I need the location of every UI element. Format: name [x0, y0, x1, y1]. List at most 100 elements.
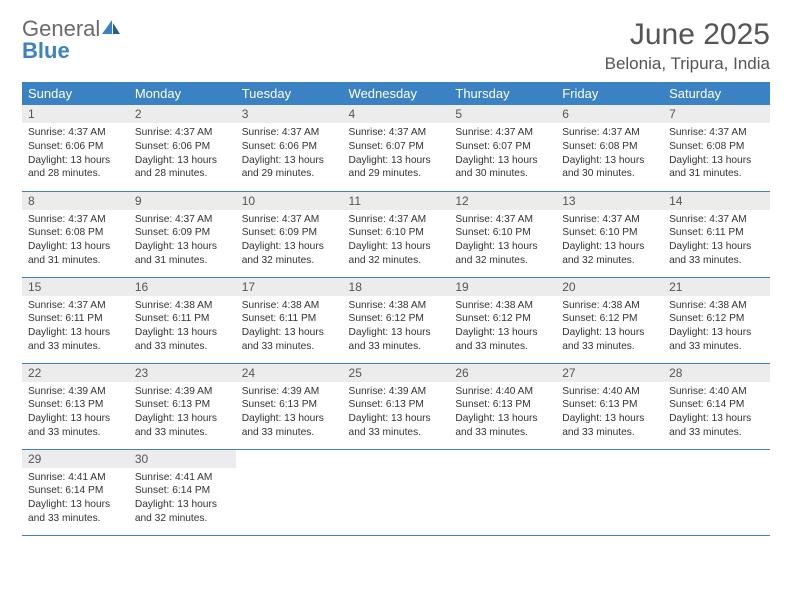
calendar-cell: 8Sunrise: 4:37 AMSunset: 6:08 PMDaylight… [22, 191, 129, 277]
day-number: 10 [236, 192, 343, 210]
day-data: Sunrise: 4:38 AMSunset: 6:12 PMDaylight:… [449, 296, 556, 358]
day-number: 29 [22, 450, 129, 468]
calendar-cell: 17Sunrise: 4:38 AMSunset: 6:11 PMDayligh… [236, 277, 343, 363]
day-number: 4 [343, 105, 450, 123]
calendar-cell: 3Sunrise: 4:37 AMSunset: 6:06 PMDaylight… [236, 105, 343, 191]
day-data: Sunrise: 4:39 AMSunset: 6:13 PMDaylight:… [236, 382, 343, 444]
calendar-cell [236, 449, 343, 535]
day-data: Sunrise: 4:37 AMSunset: 6:08 PMDaylight:… [663, 123, 770, 185]
location: Belonia, Tripura, India [605, 54, 770, 74]
calendar-table: SundayMondayTuesdayWednesdayThursdayFrid… [22, 82, 770, 536]
day-data: Sunrise: 4:37 AMSunset: 6:10 PMDaylight:… [449, 210, 556, 272]
weekday-header: Tuesday [236, 82, 343, 105]
day-number: 9 [129, 192, 236, 210]
day-data: Sunrise: 4:37 AMSunset: 6:07 PMDaylight:… [343, 123, 450, 185]
day-number: 24 [236, 364, 343, 382]
calendar-cell [449, 449, 556, 535]
weekday-header: Wednesday [343, 82, 450, 105]
calendar-cell: 15Sunrise: 4:37 AMSunset: 6:11 PMDayligh… [22, 277, 129, 363]
calendar-cell [556, 449, 663, 535]
day-number: 5 [449, 105, 556, 123]
day-number: 16 [129, 278, 236, 296]
weekday-header: Saturday [663, 82, 770, 105]
day-data: Sunrise: 4:38 AMSunset: 6:11 PMDaylight:… [129, 296, 236, 358]
logo: General Blue [22, 18, 122, 62]
calendar-week-row: 29Sunrise: 4:41 AMSunset: 6:14 PMDayligh… [22, 449, 770, 535]
day-number: 13 [556, 192, 663, 210]
day-number: 30 [129, 450, 236, 468]
calendar-cell: 25Sunrise: 4:39 AMSunset: 6:13 PMDayligh… [343, 363, 450, 449]
calendar-cell: 18Sunrise: 4:38 AMSunset: 6:12 PMDayligh… [343, 277, 450, 363]
calendar-cell: 22Sunrise: 4:39 AMSunset: 6:13 PMDayligh… [22, 363, 129, 449]
calendar-cell: 28Sunrise: 4:40 AMSunset: 6:14 PMDayligh… [663, 363, 770, 449]
calendar-cell: 5Sunrise: 4:37 AMSunset: 6:07 PMDaylight… [449, 105, 556, 191]
calendar-cell: 1Sunrise: 4:37 AMSunset: 6:06 PMDaylight… [22, 105, 129, 191]
calendar-cell [343, 449, 450, 535]
calendar-cell: 9Sunrise: 4:37 AMSunset: 6:09 PMDaylight… [129, 191, 236, 277]
calendar-cell: 23Sunrise: 4:39 AMSunset: 6:13 PMDayligh… [129, 363, 236, 449]
day-data: Sunrise: 4:37 AMSunset: 6:06 PMDaylight:… [22, 123, 129, 185]
day-data: Sunrise: 4:40 AMSunset: 6:13 PMDaylight:… [556, 382, 663, 444]
weekday-header: Thursday [449, 82, 556, 105]
calendar-cell: 21Sunrise: 4:38 AMSunset: 6:12 PMDayligh… [663, 277, 770, 363]
weekday-header: Monday [129, 82, 236, 105]
day-number: 17 [236, 278, 343, 296]
day-number: 28 [663, 364, 770, 382]
calendar-cell: 20Sunrise: 4:38 AMSunset: 6:12 PMDayligh… [556, 277, 663, 363]
day-number: 22 [22, 364, 129, 382]
day-number: 20 [556, 278, 663, 296]
day-data: Sunrise: 4:37 AMSunset: 6:06 PMDaylight:… [236, 123, 343, 185]
logo-text: General Blue [22, 18, 122, 62]
day-data: Sunrise: 4:37 AMSunset: 6:06 PMDaylight:… [129, 123, 236, 185]
day-data: Sunrise: 4:41 AMSunset: 6:14 PMDaylight:… [129, 468, 236, 530]
day-number: 19 [449, 278, 556, 296]
calendar-cell: 29Sunrise: 4:41 AMSunset: 6:14 PMDayligh… [22, 449, 129, 535]
day-data: Sunrise: 4:38 AMSunset: 6:12 PMDaylight:… [556, 296, 663, 358]
weekday-header: Friday [556, 82, 663, 105]
day-number: 14 [663, 192, 770, 210]
calendar-week-row: 22Sunrise: 4:39 AMSunset: 6:13 PMDayligh… [22, 363, 770, 449]
calendar-cell: 13Sunrise: 4:37 AMSunset: 6:10 PMDayligh… [556, 191, 663, 277]
weekday-header-row: SundayMondayTuesdayWednesdayThursdayFrid… [22, 82, 770, 105]
day-number: 1 [22, 105, 129, 123]
day-data: Sunrise: 4:41 AMSunset: 6:14 PMDaylight:… [22, 468, 129, 530]
weekday-header: Sunday [22, 82, 129, 105]
calendar-cell: 14Sunrise: 4:37 AMSunset: 6:11 PMDayligh… [663, 191, 770, 277]
day-number: 25 [343, 364, 450, 382]
day-data: Sunrise: 4:38 AMSunset: 6:12 PMDaylight:… [343, 296, 450, 358]
day-number: 18 [343, 278, 450, 296]
day-number: 23 [129, 364, 236, 382]
calendar-cell: 10Sunrise: 4:37 AMSunset: 6:09 PMDayligh… [236, 191, 343, 277]
title-block: June 2025 Belonia, Tripura, India [605, 18, 770, 74]
day-data: Sunrise: 4:39 AMSunset: 6:13 PMDaylight:… [22, 382, 129, 444]
day-data: Sunrise: 4:40 AMSunset: 6:14 PMDaylight:… [663, 382, 770, 444]
logo-sail-icon [100, 18, 122, 36]
calendar-cell: 19Sunrise: 4:38 AMSunset: 6:12 PMDayligh… [449, 277, 556, 363]
day-number: 2 [129, 105, 236, 123]
calendar-cell: 30Sunrise: 4:41 AMSunset: 6:14 PMDayligh… [129, 449, 236, 535]
calendar-cell: 2Sunrise: 4:37 AMSunset: 6:06 PMDaylight… [129, 105, 236, 191]
day-number: 26 [449, 364, 556, 382]
calendar-cell: 24Sunrise: 4:39 AMSunset: 6:13 PMDayligh… [236, 363, 343, 449]
calendar-cell: 16Sunrise: 4:38 AMSunset: 6:11 PMDayligh… [129, 277, 236, 363]
day-number: 8 [22, 192, 129, 210]
day-number: 27 [556, 364, 663, 382]
day-data: Sunrise: 4:37 AMSunset: 6:10 PMDaylight:… [556, 210, 663, 272]
day-data: Sunrise: 4:37 AMSunset: 6:08 PMDaylight:… [22, 210, 129, 272]
logo-text-blue: Blue [22, 38, 70, 63]
day-data: Sunrise: 4:38 AMSunset: 6:12 PMDaylight:… [663, 296, 770, 358]
day-data: Sunrise: 4:39 AMSunset: 6:13 PMDaylight:… [129, 382, 236, 444]
calendar-cell: 26Sunrise: 4:40 AMSunset: 6:13 PMDayligh… [449, 363, 556, 449]
month-title: June 2025 [605, 18, 770, 52]
day-data: Sunrise: 4:38 AMSunset: 6:11 PMDaylight:… [236, 296, 343, 358]
day-data: Sunrise: 4:37 AMSunset: 6:11 PMDaylight:… [663, 210, 770, 272]
calendar-body: 1Sunrise: 4:37 AMSunset: 6:06 PMDaylight… [22, 105, 770, 535]
calendar-cell: 4Sunrise: 4:37 AMSunset: 6:07 PMDaylight… [343, 105, 450, 191]
calendar-cell: 12Sunrise: 4:37 AMSunset: 6:10 PMDayligh… [449, 191, 556, 277]
calendar-week-row: 15Sunrise: 4:37 AMSunset: 6:11 PMDayligh… [22, 277, 770, 363]
calendar-cell: 6Sunrise: 4:37 AMSunset: 6:08 PMDaylight… [556, 105, 663, 191]
day-number: 12 [449, 192, 556, 210]
day-number: 6 [556, 105, 663, 123]
day-data: Sunrise: 4:37 AMSunset: 6:10 PMDaylight:… [343, 210, 450, 272]
day-number: 21 [663, 278, 770, 296]
